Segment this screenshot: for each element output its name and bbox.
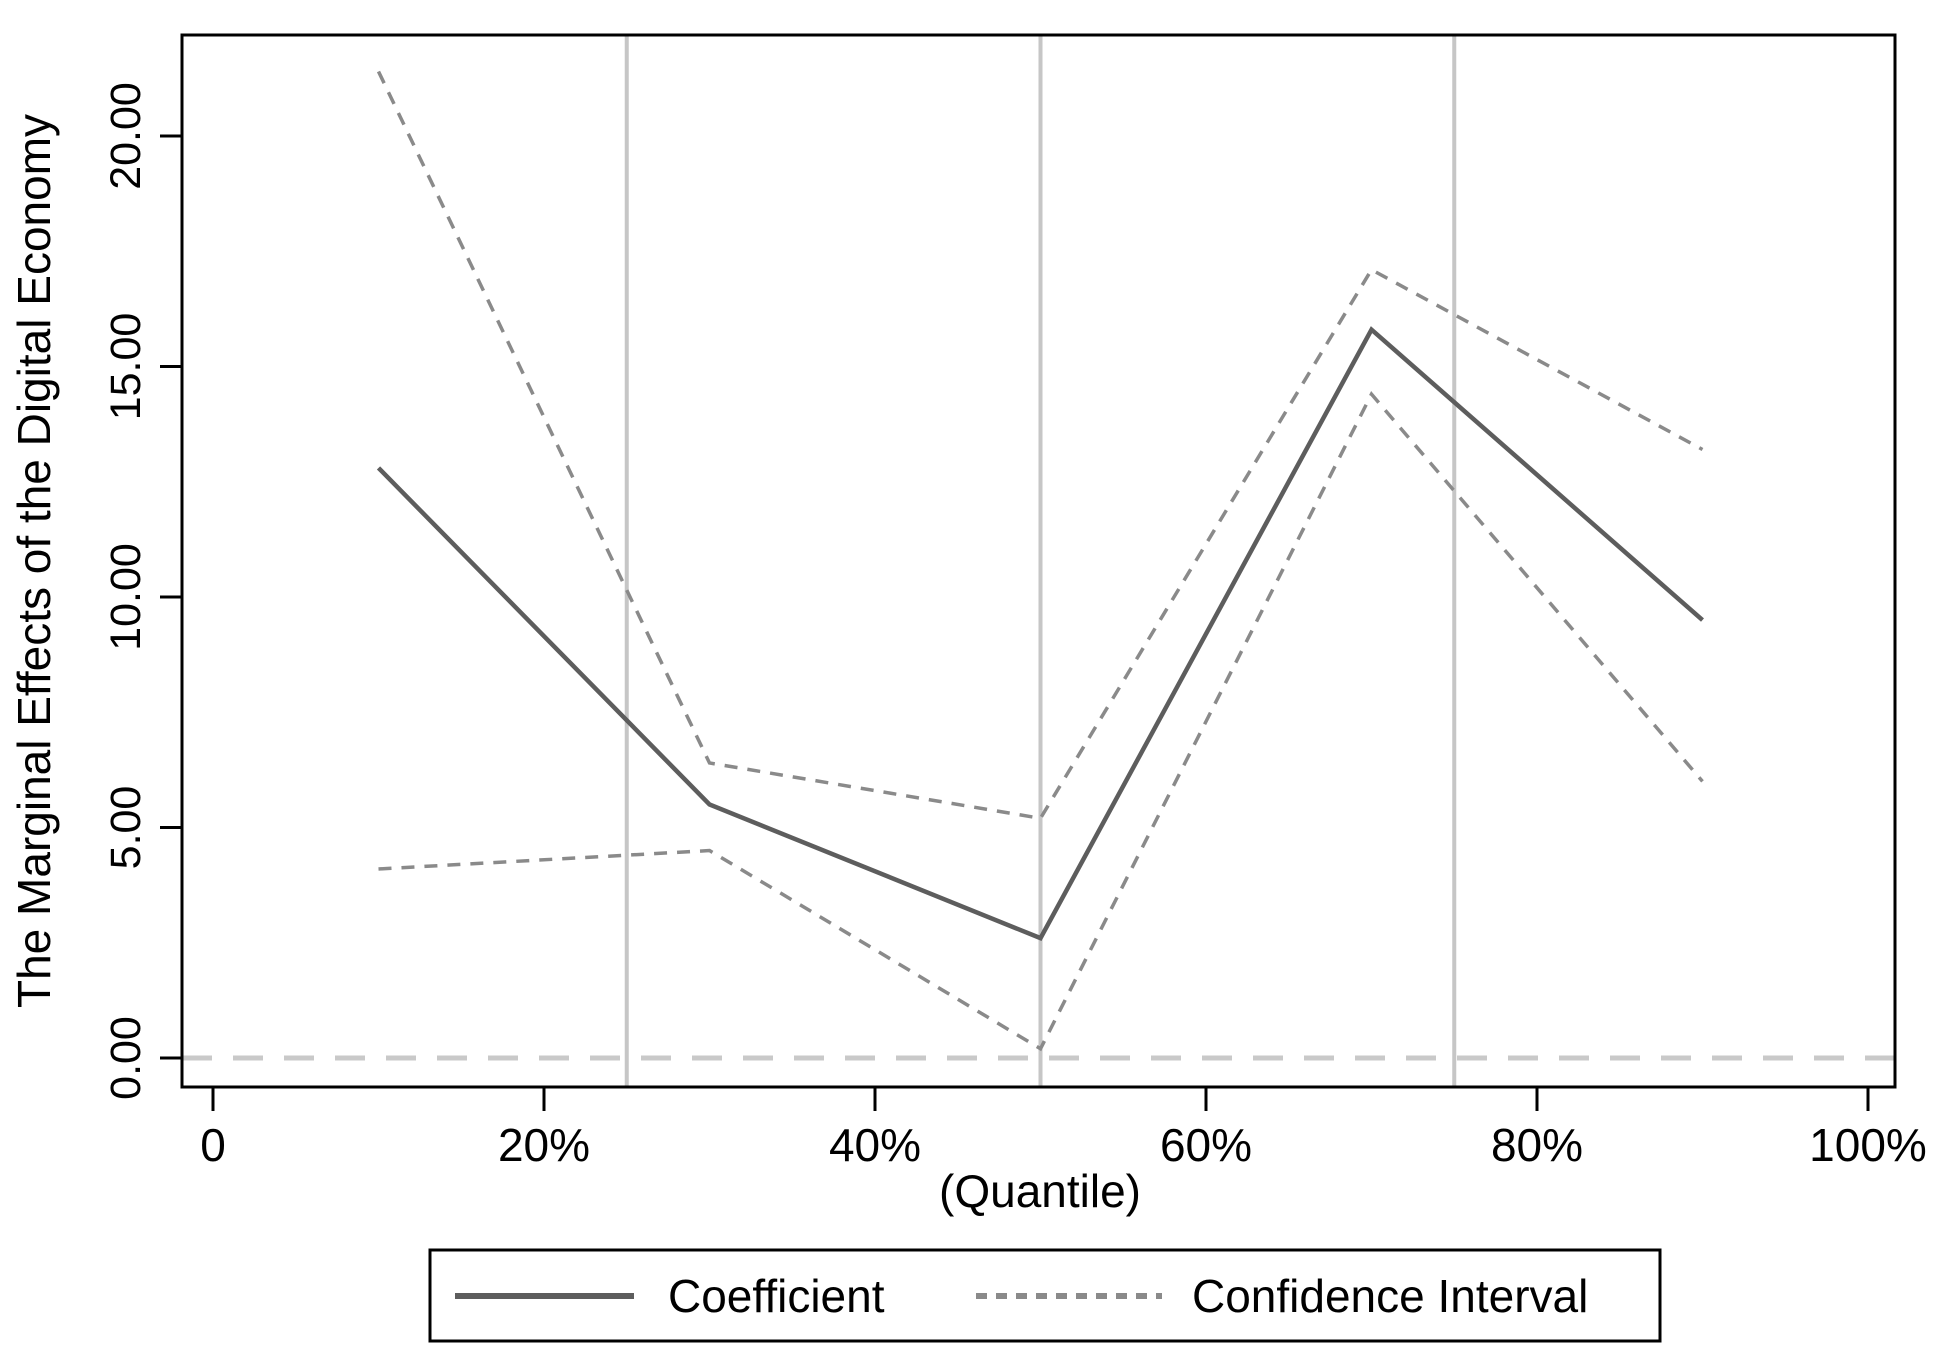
plot-border-layer [180,33,1897,1089]
legend-box [428,1248,1662,1343]
x-tick-label: 0 [200,1119,226,1171]
x-tick-label: 40% [829,1119,921,1171]
y-tick-label: 20.00 [102,82,150,190]
x-tick-label: 60% [1160,1119,1252,1171]
x-tick-label: 100% [1809,1119,1927,1171]
y-tick-label: 15.00 [102,313,150,421]
series-lines-layer [376,70,1704,1052]
legend-label-confidence-interval: Confidence Interval [1192,1270,1588,1322]
series-line-confidence-interval-lower-bound [378,391,1704,1052]
legend-label-coefficient: Coefficient [668,1270,885,1322]
x-tick-label: 80% [1491,1119,1583,1171]
x-tick-label: 20% [498,1119,590,1171]
x-axis-title: (Quantile) [939,1165,1141,1217]
legend: Coefficient Confidence Interval [428,1248,1662,1343]
series-line-coefficient [376,326,1704,941]
y-tick-label: 10.00 [102,543,150,651]
axis-ticks-layer: 0.00 5.00 10.00 15.00 20.00 0 20% 40% 60% 80% 100% [102,82,1927,1171]
y-tick-label: 5.00 [102,786,150,870]
y-axis-title: The Marginal Effects of the Digital Econ… [8,114,60,1008]
x-gridlines-layer [624,35,1457,1087]
plot-border [180,33,1897,1089]
series-line-confidence-interval-upper-bound [376,70,1704,821]
y-tick-label: 0.00 [102,1016,150,1100]
